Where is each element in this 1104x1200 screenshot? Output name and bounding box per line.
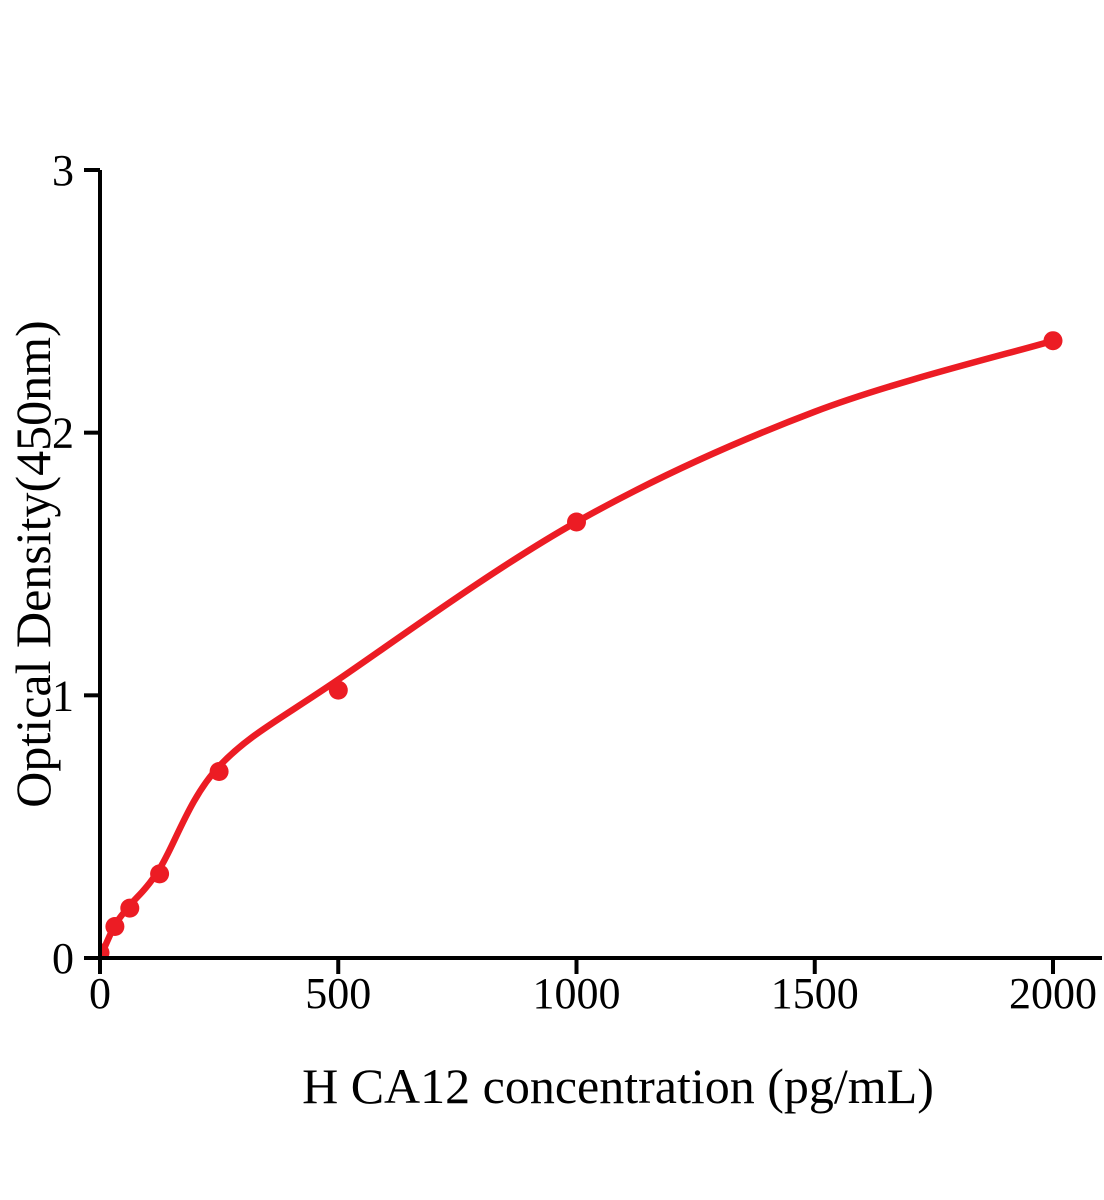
x-tick-label: 1000 bbox=[533, 969, 621, 1018]
x-tick-label: 0 bbox=[89, 969, 111, 1018]
y-tick-label: 2 bbox=[52, 409, 74, 458]
ticks-layer: 0 500 1000 1500 2000 0 1 2 3 bbox=[52, 146, 1097, 1018]
data-point bbox=[567, 512, 586, 532]
series-layer bbox=[100, 331, 1063, 958]
data-point bbox=[105, 917, 125, 936]
data-point bbox=[100, 943, 110, 958]
x-tick-label: 1500 bbox=[771, 969, 859, 1018]
data-point bbox=[209, 762, 229, 781]
y-tick-label: 1 bbox=[52, 671, 74, 720]
fitted-curve bbox=[100, 337, 1057, 958]
data-point bbox=[150, 864, 170, 884]
y-tick-label: 3 bbox=[52, 146, 74, 195]
data-point bbox=[120, 898, 140, 918]
x-axis-title: H CA12 concentration (pg/mL) bbox=[302, 1058, 934, 1114]
y-axis-title: Optical Density(450nm) bbox=[5, 320, 61, 807]
data-point bbox=[328, 680, 348, 700]
x-tick-label: 2000 bbox=[1009, 969, 1097, 1018]
axes-layer bbox=[98, 170, 1102, 960]
x-tick-label: 500 bbox=[305, 969, 371, 1018]
data-point bbox=[1043, 331, 1063, 351]
y-tick-label: 0 bbox=[52, 934, 74, 983]
